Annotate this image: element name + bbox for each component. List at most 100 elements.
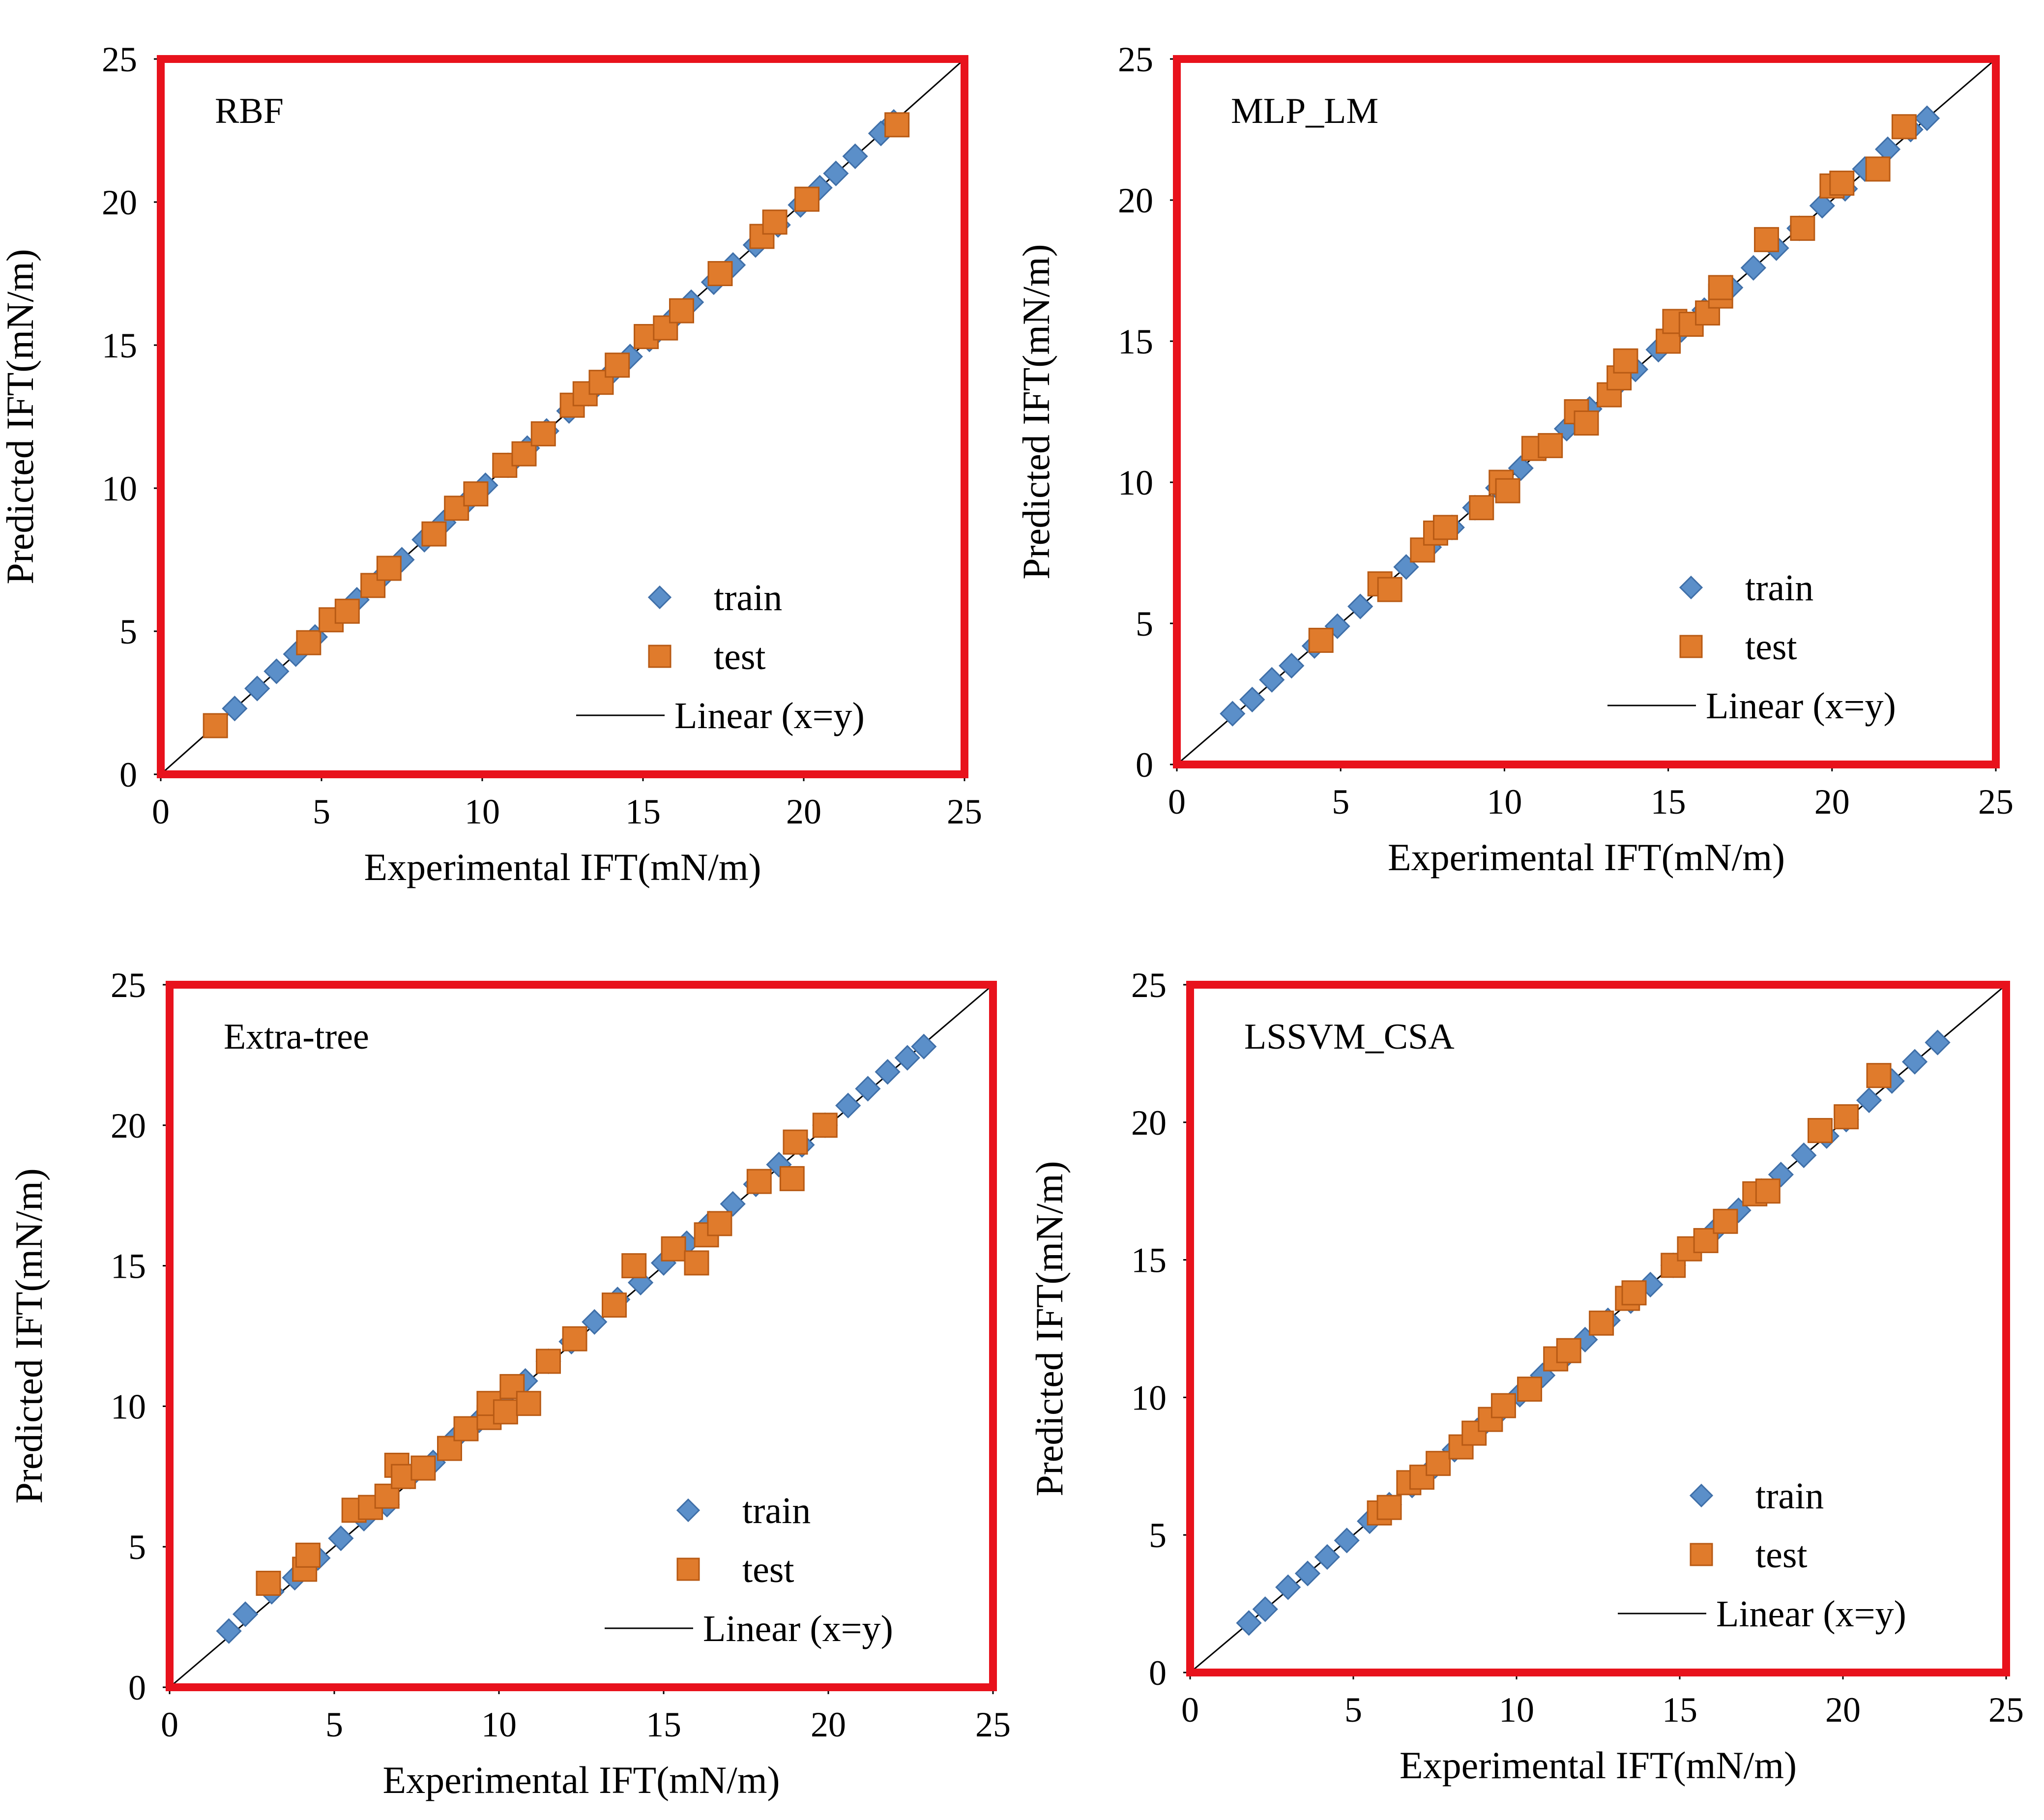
y-tick-label: 25 (102, 40, 137, 79)
train-point (216, 1618, 242, 1644)
x-tick-label: 10 (481, 1705, 517, 1744)
plot-frame (166, 981, 997, 1691)
test-point (884, 112, 910, 138)
x-tick-label: 25 (947, 792, 982, 831)
legend-line-label: Linear (x=y) (1716, 1593, 1906, 1635)
test-point (1656, 328, 1681, 354)
test-point (1574, 410, 1599, 436)
legend-train-label: train (1745, 567, 1813, 609)
test-point (1556, 1338, 1581, 1363)
train-point (222, 696, 248, 722)
test-point (779, 1166, 805, 1191)
train-point (875, 1059, 901, 1085)
legend-line-label: Linear (x=y) (703, 1608, 893, 1649)
test-point (661, 1236, 686, 1262)
legend-line-label: Linear (x=y) (674, 695, 865, 736)
train-point (1294, 1560, 1321, 1586)
test-point (783, 1129, 808, 1155)
train-point (1791, 1142, 1817, 1169)
y-tick-label: 20 (1118, 181, 1153, 220)
test-point (1377, 577, 1402, 602)
y-tick-label: 20 (1131, 1103, 1167, 1143)
train-point (1252, 1596, 1278, 1622)
train-point (1856, 1087, 1882, 1114)
y-tick-label: 0 (128, 1668, 146, 1707)
train-point (1314, 1544, 1341, 1570)
test-point (536, 1349, 561, 1374)
y-tick-label: 5 (1149, 1516, 1167, 1555)
y-tick-label: 15 (102, 326, 137, 365)
legend-test-marker (676, 1557, 700, 1581)
plot-frame (157, 55, 968, 778)
test-point (1755, 1178, 1781, 1204)
panel-rbf: 0 5 10 15 20 25 0 5 10 15 20 25 RBF train test Linear (… (0, 40, 982, 888)
test-point (1621, 1280, 1647, 1306)
legend-test-marker (1679, 635, 1703, 658)
x-tick-label: 15 (625, 792, 661, 831)
test-point (1517, 1377, 1543, 1402)
test-point (203, 713, 228, 738)
y-tick-label: 5 (119, 612, 137, 651)
test-point (1808, 1118, 1833, 1144)
x-tick-label: 20 (811, 1705, 846, 1744)
x-tick-label: 0 (161, 1705, 178, 1744)
y-tick-label: 0 (119, 755, 137, 794)
train-point (842, 143, 868, 170)
model-label: Extra-tree (224, 1017, 369, 1057)
train-point (1914, 105, 1940, 131)
test-point (1754, 227, 1780, 252)
model-label: LSSVM_CSA (1244, 1017, 1455, 1057)
y-axis-label: Predicted IFT(mN/m) (1015, 244, 1057, 579)
test-point (1834, 1104, 1859, 1130)
plot-frame (1173, 55, 2000, 768)
test-point (684, 1250, 709, 1276)
test-point (530, 421, 556, 446)
train-point (1334, 1527, 1360, 1554)
legend-train-marker (676, 1498, 701, 1523)
y-tick-label: 10 (1118, 463, 1153, 502)
test-point (296, 630, 321, 655)
y-tick-label: 25 (111, 966, 146, 1005)
x-tick-label: 25 (975, 1705, 1011, 1744)
train-point (1901, 1049, 1928, 1075)
legend-train-marker (1679, 575, 1703, 600)
legend: train test Linear (x=y) (605, 1490, 893, 1649)
y-tick-label: 0 (1149, 1653, 1167, 1693)
train-point (720, 1191, 746, 1217)
legend-test-label: test (1745, 626, 1797, 668)
test-point (1490, 1393, 1516, 1418)
train-point (1925, 1029, 1951, 1056)
y-tick-label: 10 (1131, 1378, 1167, 1417)
y-axis-label: Predicted IFT(mN/m) (7, 1168, 50, 1503)
train-point (328, 1525, 354, 1552)
x-tick-label: 0 (1181, 1690, 1199, 1730)
model-label: RBF (215, 91, 284, 131)
test-point (453, 1416, 479, 1441)
x-tick-label: 10 (1487, 782, 1522, 822)
test-point (410, 1455, 436, 1481)
test-point (1713, 1208, 1738, 1234)
y-tick-label: 15 (1131, 1241, 1167, 1280)
train-point (1220, 701, 1246, 727)
x-tick-label: 5 (313, 792, 330, 831)
y-tick-label: 0 (1136, 745, 1153, 785)
y-tick-label: 10 (111, 1387, 146, 1426)
legend-train-label: train (714, 577, 782, 618)
test-point (1891, 114, 1917, 140)
test-point (493, 1399, 518, 1425)
test-point (1448, 1434, 1474, 1460)
test-point (374, 1483, 400, 1509)
legend-train-label: train (1755, 1475, 1824, 1517)
y-tick-label: 15 (1118, 322, 1153, 361)
x-axis-label: Experimental IFT(mN/m) (1388, 836, 1785, 879)
y-tick-label: 5 (1136, 604, 1153, 644)
y-axis-label: Predicted IFT(mN/m) (1028, 1161, 1071, 1496)
train-point (1740, 255, 1766, 281)
test-point (463, 481, 489, 507)
test-point (707, 261, 733, 286)
test-point (762, 209, 788, 235)
test-point (1866, 1063, 1892, 1088)
test-point (334, 598, 360, 624)
train-point (582, 1309, 608, 1335)
test-point (669, 298, 694, 323)
